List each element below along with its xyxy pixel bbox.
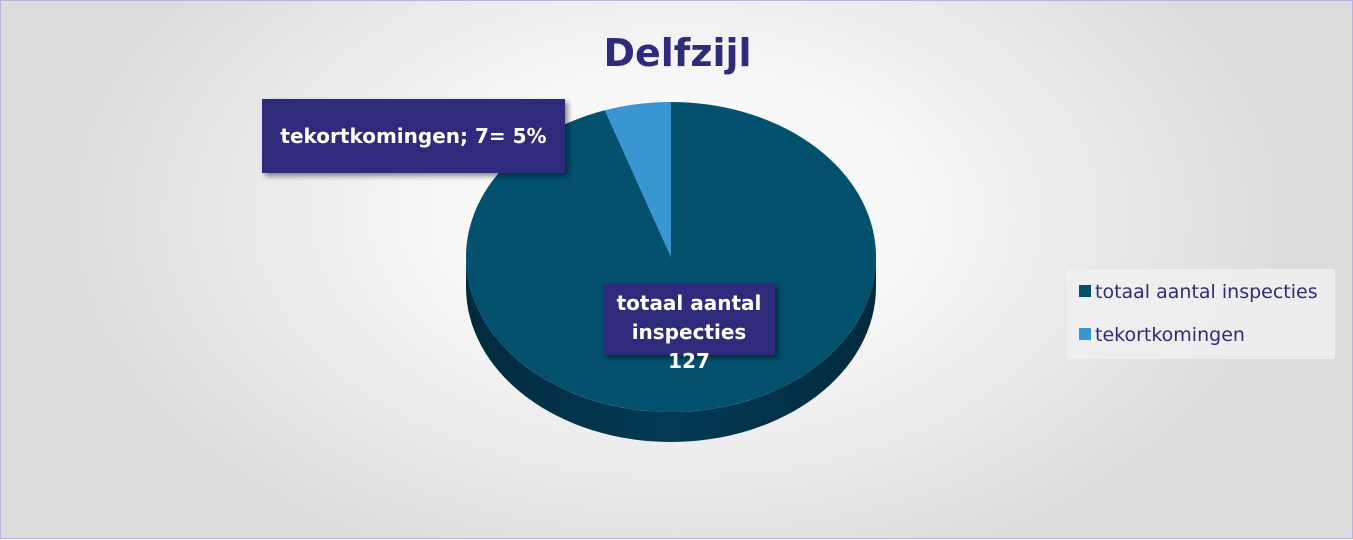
legend-swatch xyxy=(1079,285,1091,297)
legend-item: totaal aantal inspecties xyxy=(1079,281,1318,303)
legend-label: tekortkomingen xyxy=(1095,324,1245,346)
chart-title: Delfzijl xyxy=(603,31,752,75)
pie-slice xyxy=(604,102,671,257)
pie-side xyxy=(466,257,876,442)
legend: totaal aantal inspecties tekortkomingen xyxy=(1067,269,1335,359)
legend-swatch xyxy=(1079,328,1091,340)
legend-label: totaal aantal inspecties xyxy=(1095,281,1318,303)
data-label: tekortkomingen; 7= 5% xyxy=(262,99,565,173)
legend-item: tekortkomingen xyxy=(1079,324,1245,346)
data-label: totaal aantal inspecties 127 xyxy=(603,283,775,373)
